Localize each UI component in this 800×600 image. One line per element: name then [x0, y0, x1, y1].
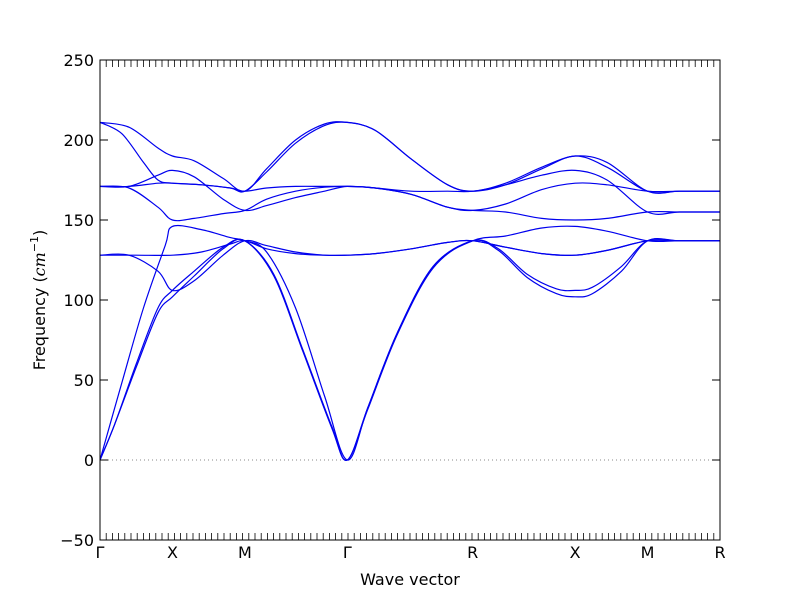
y-tick-label: 50 [74, 371, 94, 390]
band-line-10 [99, 121, 720, 194]
x-tick-label: X [167, 543, 178, 562]
x-tick-label: Γ [343, 543, 352, 562]
y-axis-label-close: ) [30, 230, 49, 236]
band-line-8 [99, 169, 720, 215]
band-line-5 [99, 239, 720, 257]
x-tick-label: Γ [96, 543, 105, 562]
y-tick-label: 200 [63, 131, 94, 150]
y-tick-labels: −50 0 50 100 150 200 250 [60, 51, 94, 550]
y-tick-label: 100 [63, 291, 94, 310]
y-axis-label: Frequency (cm−1) [28, 230, 49, 371]
plot-frame [99, 59, 721, 541]
y-tick-label: 250 [63, 51, 94, 70]
y-axis-label-exp: −1 [28, 236, 41, 252]
band-line-2 [99, 238, 720, 461]
y-tick-label: 0 [84, 451, 94, 470]
y-tick-label: −50 [60, 531, 94, 550]
band-line-3 [99, 224, 720, 461]
x-tick-label: M [641, 543, 655, 562]
x-tick-label: M [238, 543, 252, 562]
x-axis-label: Wave vector [360, 570, 460, 589]
y-axis-label-unit: cm [30, 252, 49, 276]
x-tick-label: X [570, 543, 581, 562]
x-tick-label: R [714, 543, 725, 562]
band-lines [99, 121, 720, 461]
y-tick-label: 150 [63, 211, 94, 230]
y-axis-label-main: Frequency ( [30, 276, 49, 370]
x-tick-label: R [467, 543, 478, 562]
axis-ticks [99, 59, 720, 541]
